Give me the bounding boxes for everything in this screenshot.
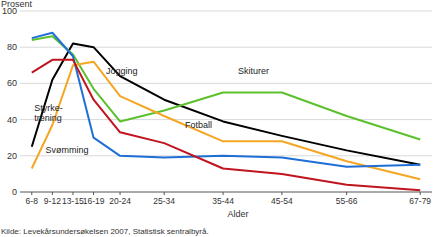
x-tick	[120, 192, 121, 195]
x-tick-label: 20-24	[109, 196, 131, 206]
series-label-part: Styrke-	[34, 103, 63, 113]
x-tick	[281, 192, 282, 195]
x-tick	[223, 192, 224, 195]
x-tick-label: 6-8	[26, 196, 39, 206]
source-note: Kilde: Levekårsundersøkelsen 2007, Stati…	[1, 227, 209, 236]
series-line	[32, 60, 420, 190]
x-tick	[72, 192, 73, 195]
x-tick-label: 25-34	[153, 196, 175, 206]
y-axis-label: Prosent	[1, 0, 33, 9]
x-axis	[20, 192, 432, 193]
series-label: Jogging	[106, 66, 138, 76]
series-label: Fotball	[185, 120, 212, 130]
x-tick	[31, 192, 32, 195]
x-axis-label: Alder	[227, 209, 248, 219]
chart: 0204060801006-89-1213-1516-1920-2425-343…	[0, 0, 434, 237]
y-tick-label: 20	[7, 151, 17, 161]
x-tick-label: 16-19	[83, 196, 105, 206]
x-tick-label: 13-15	[62, 196, 84, 206]
grid-line	[20, 11, 432, 12]
grid-line	[20, 83, 432, 84]
x-tick-label: 35-44	[212, 196, 234, 206]
x-tick-label: 67-79	[409, 196, 431, 206]
x-tick	[346, 192, 347, 195]
y-tick-label: 80	[7, 42, 17, 52]
plot-lines	[32, 33, 420, 190]
series-label: Skiturer	[238, 66, 269, 76]
y-tick-label: 0	[12, 187, 17, 197]
x-tick-label: 55-66	[336, 196, 358, 206]
grid-line	[20, 47, 432, 48]
series-label: Svømming	[46, 145, 89, 155]
x-tick	[93, 192, 94, 195]
series-label: Styrke-trening	[34, 103, 63, 123]
y-tick-label: 40	[7, 115, 17, 125]
y-tick-label: 60	[7, 78, 17, 88]
x-tick-label: 45-54	[271, 196, 293, 206]
grid-line	[20, 119, 432, 120]
x-tick-label: 9-12	[44, 196, 61, 206]
x-tick	[164, 192, 165, 195]
x-tick	[52, 192, 53, 195]
x-tick	[420, 192, 421, 195]
series-line	[32, 33, 420, 167]
series-label-part: trening	[34, 113, 62, 123]
